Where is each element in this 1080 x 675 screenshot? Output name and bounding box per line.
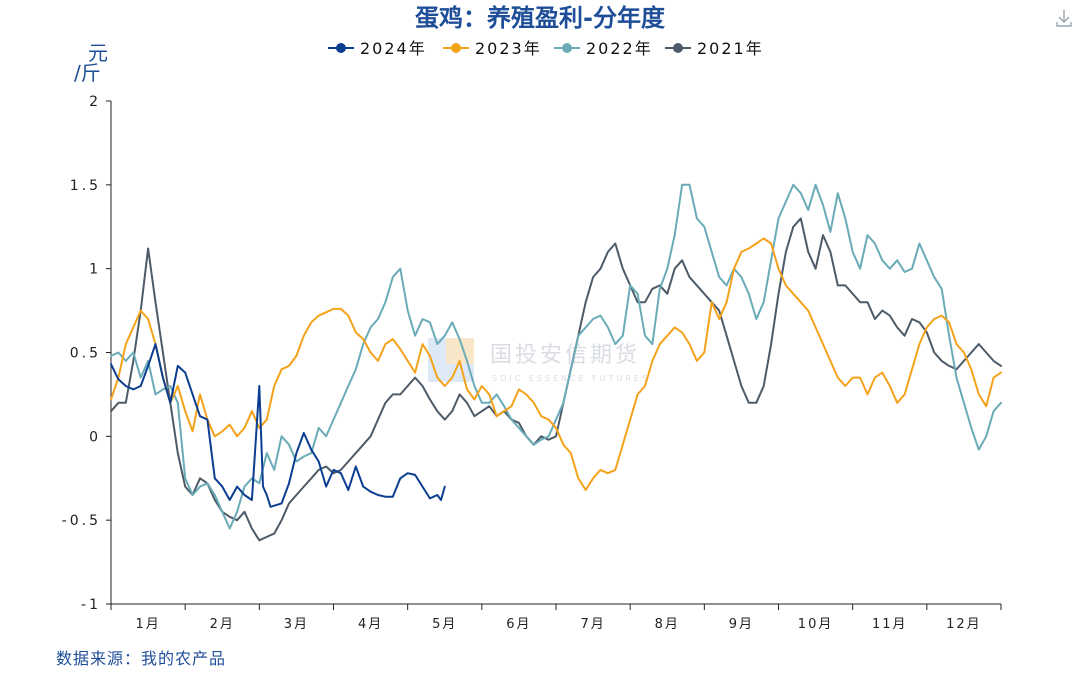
legend: 2024年 2023年 2022年 2021年 <box>328 39 764 58</box>
series-line-2021年 <box>110 217 1002 542</box>
x-tick-label: 8月 <box>655 617 680 632</box>
legend-item[interactable]: 2021年 <box>665 39 764 58</box>
x-tick-label: 4月 <box>358 617 383 632</box>
y-axis-unit-bottom: /斤 <box>74 61 101 85</box>
series-line-2022年 <box>110 183 1002 530</box>
legend-swatch-marker <box>451 43 461 53</box>
x-ticks: 1月 2月 3月 4月 5月 6月 7月 8月 9月 10月 11月 12月 <box>110 604 1002 632</box>
legend-swatch-marker <box>336 43 346 53</box>
y-tick-label: 0 <box>89 429 101 445</box>
x-tick-label: 5月 <box>432 617 457 632</box>
legend-label: 2023年 <box>475 39 542 58</box>
x-tick-label: 7月 <box>580 617 605 632</box>
x-tick-label: 11月 <box>872 617 908 632</box>
x-tick-label: 12月 <box>946 617 982 632</box>
y-axis-unit-top: 元 <box>88 41 108 65</box>
y-tick-label: 0.5 <box>70 346 101 362</box>
legend-item[interactable]: 2023年 <box>443 39 542 58</box>
y-axis-unit: 元 /斤 <box>74 41 108 85</box>
x-tick-label: 10月 <box>798 617 834 632</box>
watermark-name: 国投安信期货 <box>490 343 640 368</box>
series-line-2024年 <box>110 343 446 508</box>
x-tick-label: 6月 <box>506 617 531 632</box>
series-line-2023年 <box>110 237 1002 491</box>
y-tick-label: 2 <box>89 94 101 110</box>
download-icon[interactable] <box>1056 10 1072 27</box>
legend-swatch-marker <box>673 43 683 53</box>
legend-label: 2024年 <box>360 39 427 58</box>
legend-label: 2022年 <box>586 39 653 58</box>
y-tick-label: 1 <box>89 262 101 278</box>
legend-label: 2021年 <box>697 39 764 58</box>
x-tick-label: 2月 <box>210 617 235 632</box>
y-tick-label: 1.5 <box>70 178 101 194</box>
y-ticks: -1 -0.5 0 0.5 1 1.5 2 <box>62 94 111 613</box>
legend-item[interactable]: 2022年 <box>554 39 653 58</box>
y-tick-label: -1 <box>81 597 101 613</box>
x-tick-label: 3月 <box>284 617 309 632</box>
data-source: 数据来源：我的农产品 <box>56 649 226 668</box>
series-group <box>110 183 1002 542</box>
legend-swatch-marker <box>562 43 572 53</box>
legend-item[interactable]: 2024年 <box>328 39 427 58</box>
x-tick-label: 9月 <box>729 617 754 632</box>
y-tick-label: -0.5 <box>62 513 101 529</box>
watermark-subtitle: SDIC ESSENCE FUTURES <box>492 374 650 383</box>
chart-title: 蛋鸡：养殖盈利-分年度 <box>415 4 666 32</box>
x-tick-label: 1月 <box>135 617 160 632</box>
